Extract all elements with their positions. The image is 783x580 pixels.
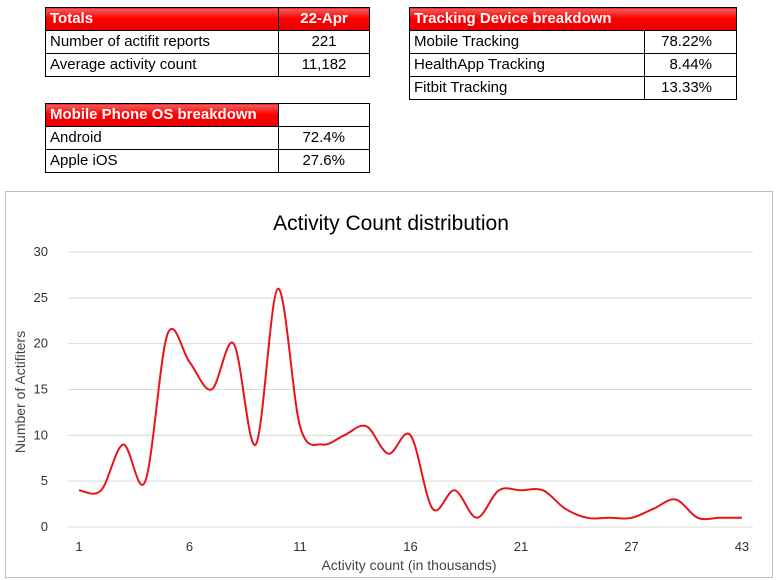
os-breakdown-table: Mobile Phone OS breakdown Android 72.4% … bbox=[45, 103, 370, 173]
x-tick-label: 21 bbox=[514, 539, 528, 554]
os-row-value: 27.6% bbox=[278, 149, 370, 173]
totals-row-value: 221 bbox=[278, 30, 370, 54]
y-axis-label: Number of Actifiters bbox=[12, 331, 28, 453]
table-row: Average activity count 11,182 bbox=[45, 53, 370, 77]
tracking-row-label: Mobile Tracking bbox=[409, 30, 645, 54]
x-tick-label: 6 bbox=[186, 539, 193, 554]
totals-header-label: Totals bbox=[45, 7, 279, 31]
tracking-device-table: Tracking Device breakdown Mobile Trackin… bbox=[409, 7, 738, 100]
table-row: Apple iOS 27.6% bbox=[45, 149, 370, 173]
totals-row-label: Number of actifit reports bbox=[45, 30, 279, 54]
os-header: Mobile Phone OS breakdown bbox=[45, 103, 279, 127]
totals-header-row: Totals 22-Apr bbox=[45, 7, 370, 31]
totals-table: Totals 22-Apr Number of actifit reports … bbox=[45, 7, 370, 77]
totals-row-label: Average activity count bbox=[45, 53, 279, 77]
tracking-row-value: 78.22% bbox=[643, 30, 738, 54]
activity-chart: 0 5 10 15 20 25 30 1 6 11 16 21 27 43 Activity Count… bbox=[5, 191, 773, 578]
tracking-row-value: 8.44% bbox=[643, 53, 738, 77]
os-header-blank bbox=[278, 103, 370, 127]
x-axis-label: Activity count (in thousands) bbox=[321, 557, 496, 573]
table-row: Mobile Tracking 78.22% bbox=[409, 30, 738, 54]
table-row: HealthApp Tracking 8.44% bbox=[409, 53, 738, 77]
x-tick-label: 16 bbox=[403, 539, 417, 554]
y-tick-label: 20 bbox=[34, 336, 48, 351]
y-tick-label: 30 bbox=[34, 244, 48, 259]
y-tick-label: 0 bbox=[41, 519, 48, 534]
x-tick-label: 43 bbox=[735, 539, 749, 554]
table-row: Number of actifit reports 221 bbox=[45, 30, 370, 54]
totals-header-date: 22-Apr bbox=[278, 7, 370, 31]
y-tick-label: 5 bbox=[41, 473, 48, 488]
table-row: Android 72.4% bbox=[45, 126, 370, 150]
os-row-label: Apple iOS bbox=[45, 149, 279, 173]
tracking-row-label: Fitbit Tracking bbox=[409, 76, 645, 100]
tracking-row-value: 13.33% bbox=[643, 76, 738, 100]
table-row: Fitbit Tracking 13.33% bbox=[409, 76, 738, 100]
x-tick-label: 27 bbox=[624, 539, 638, 554]
series-line bbox=[78, 287, 742, 521]
y-tick-label: 10 bbox=[34, 427, 48, 442]
x-tick-label: 11 bbox=[293, 539, 307, 554]
totals-row-value: 11,182 bbox=[278, 53, 370, 77]
os-row-value: 72.4% bbox=[278, 126, 370, 150]
tracking-header: Tracking Device breakdown bbox=[409, 7, 737, 31]
x-tick-label: 1 bbox=[75, 539, 82, 554]
chart-title: Activity Count distribution bbox=[273, 212, 509, 235]
y-tick-label: 25 bbox=[34, 290, 48, 305]
tracking-row-label: HealthApp Tracking bbox=[409, 53, 645, 77]
os-header-row: Mobile Phone OS breakdown bbox=[45, 103, 370, 127]
y-tick-label: 15 bbox=[34, 382, 48, 397]
os-row-label: Android bbox=[45, 126, 279, 150]
tracking-header-row: Tracking Device breakdown bbox=[409, 7, 737, 31]
